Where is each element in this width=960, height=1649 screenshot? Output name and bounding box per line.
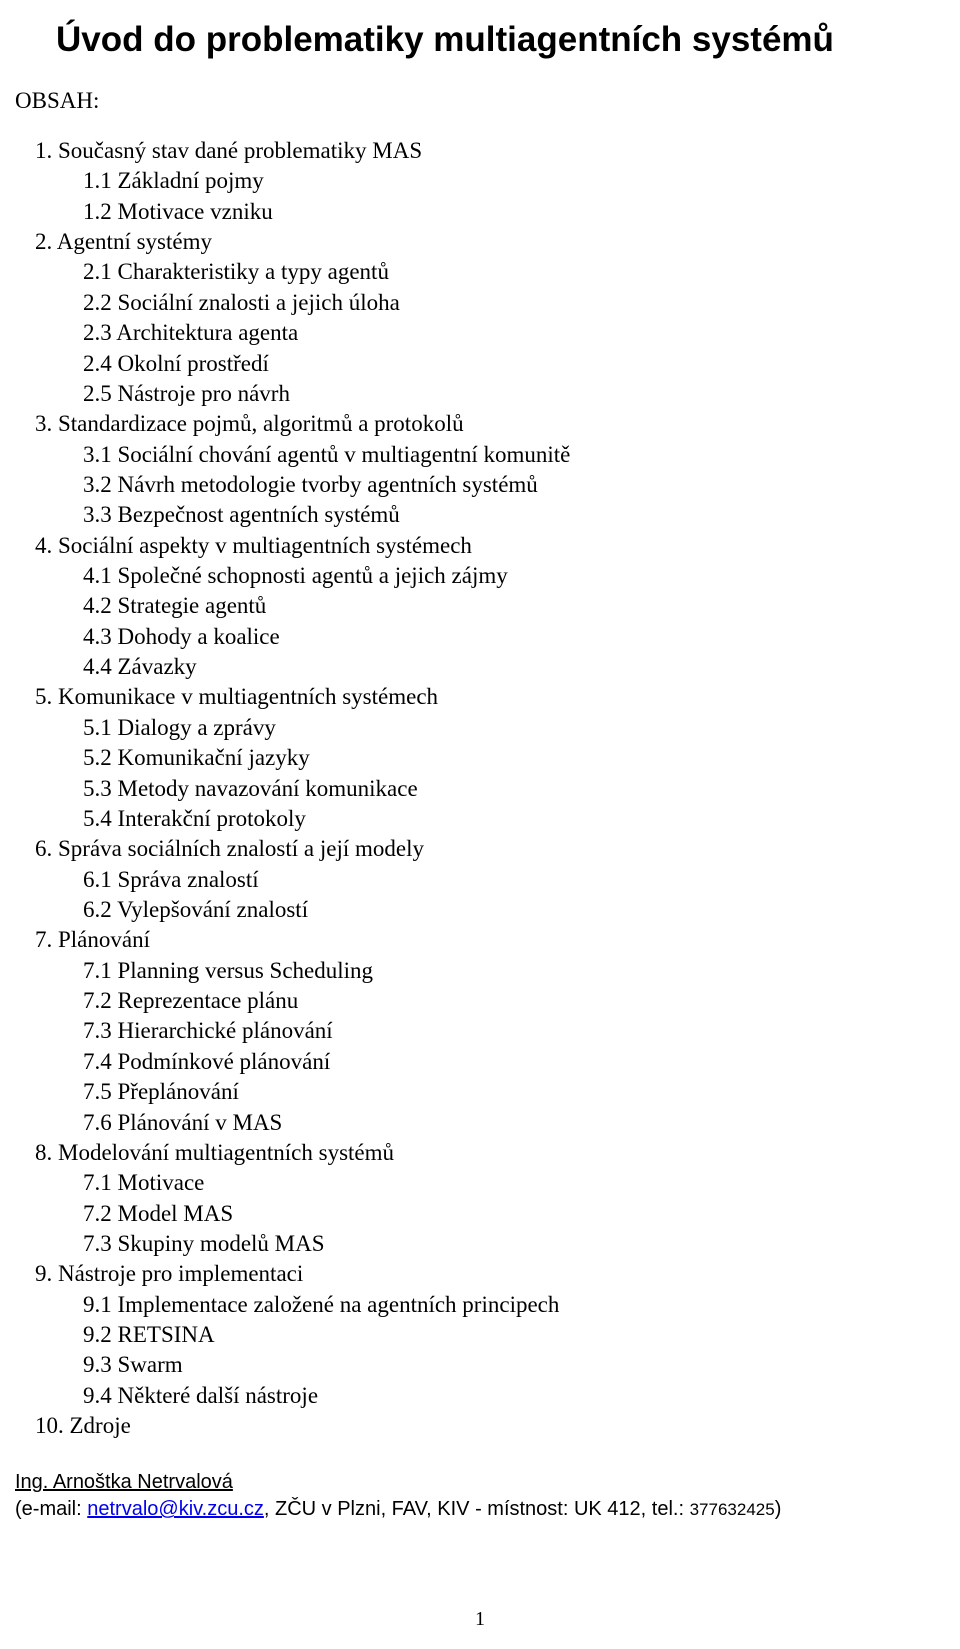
toc-subitem: 6.2 Vylepšování znalostí: [83, 895, 960, 925]
toc-subitem: 5.1 Dialogy a zprávy: [83, 713, 960, 743]
toc-subitem: 4.3 Dohody a koalice: [83, 622, 960, 652]
toc-subitem: 4.4 Závazky: [83, 652, 960, 682]
toc-subitem: 4.2 Strategie agentů: [83, 591, 960, 621]
toc-subitem: 7.3 Hierarchické plánování: [83, 1016, 960, 1046]
toc-subitem: 7.6 Plánování v MAS: [83, 1108, 960, 1138]
toc-subitem: 9.3 Swarm: [83, 1350, 960, 1380]
toc-section-heading: 4. Sociální aspekty v multiagentních sys…: [35, 531, 960, 561]
footer-close: ): [775, 1498, 782, 1520]
toc-subitem: 7.3 Skupiny modelů MAS: [83, 1229, 960, 1259]
toc-subitem: 2.4 Okolní prostředí: [83, 349, 960, 379]
toc-subitem: 7.1 Motivace: [83, 1168, 960, 1198]
toc-subitem: 3.3 Bezpečnost agentních systémů: [83, 500, 960, 530]
toc-section-heading: 7. Plánování: [35, 925, 960, 955]
table-of-contents: 1. Současný stav dané problematiky MAS 1…: [35, 136, 960, 1441]
toc-subitem: 1.1 Základní pojmy: [83, 166, 960, 196]
toc-section-heading: 9. Nástroje pro implementaci: [35, 1259, 960, 1289]
toc-subitem: 2.2 Sociální znalosti a jejich úloha: [83, 288, 960, 318]
page-number: 1: [0, 1608, 960, 1631]
toc-subitem: 7.5 Přeplánování: [83, 1077, 960, 1107]
author-name: Ing. Arnoštka Netrvalová: [15, 1471, 233, 1493]
toc-subitem: 5.3 Metody navazování komunikace: [83, 774, 960, 804]
email-link[interactable]: netrvalo@kiv.zcu.cz: [87, 1498, 264, 1520]
author-footer: Ing. Arnoštka Netrvalová (e-mail: netrva…: [15, 1469, 960, 1523]
toc-subitem: 1.2 Motivace vzniku: [83, 197, 960, 227]
toc-subitem: 7.2 Model MAS: [83, 1199, 960, 1229]
toc-subitem: 6.1 Správa znalostí: [83, 865, 960, 895]
phone-number: 377632425: [690, 1500, 775, 1519]
toc-subitem: 2.5 Nástroje pro návrh: [83, 379, 960, 409]
contents-label: OBSAH:: [15, 88, 960, 114]
toc-subitem: 9.2 RETSINA: [83, 1320, 960, 1350]
toc-section-heading: 10. Zdroje: [35, 1411, 960, 1441]
toc-section-heading: 2. Agentní systémy: [35, 227, 960, 257]
toc-section-heading: 6. Správa sociálních znalostí a její mod…: [35, 834, 960, 864]
toc-subitem: 5.4 Interakční protokoly: [83, 804, 960, 834]
toc-section-heading: 8. Modelování multiagentních systémů: [35, 1138, 960, 1168]
page-title: Úvod do problematiky multiagentních syst…: [56, 20, 960, 60]
footer-rest: , ZČU v Plzni, FAV, KIV - místnost: UK 4…: [264, 1498, 690, 1520]
toc-subitem: 3.1 Sociální chování agentů v multiagent…: [83, 440, 960, 470]
toc-subitem: 9.1 Implementace založené na agentních p…: [83, 1290, 960, 1320]
document-page: Úvod do problematiky multiagentních syst…: [0, 0, 960, 1649]
toc-section-heading: 3. Standardizace pojmů, algoritmů a prot…: [35, 409, 960, 439]
toc-subitem: 2.3 Architektura agenta: [83, 318, 960, 348]
toc-subitem: 7.1 Planning versus Scheduling: [83, 956, 960, 986]
toc-subitem: 7.4 Podmínkové plánování: [83, 1047, 960, 1077]
toc-subitem: 7.2 Reprezentace plánu: [83, 986, 960, 1016]
toc-subitem: 2.1 Charakteristiky a typy agentů: [83, 257, 960, 287]
toc-subitem: 9.4 Některé další nástroje: [83, 1381, 960, 1411]
toc-subitem: 5.2 Komunikační jazyky: [83, 743, 960, 773]
toc-section-heading: 5. Komunikace v multiagentních systémech: [35, 682, 960, 712]
email-prefix: (e-mail:: [15, 1498, 87, 1520]
toc-subitem: 3.2 Návrh metodologie tvorby agentních s…: [83, 470, 960, 500]
toc-section-heading: 1. Současný stav dané problematiky MAS: [35, 136, 960, 166]
toc-subitem: 4.1 Společné schopnosti agentů a jejich …: [83, 561, 960, 591]
